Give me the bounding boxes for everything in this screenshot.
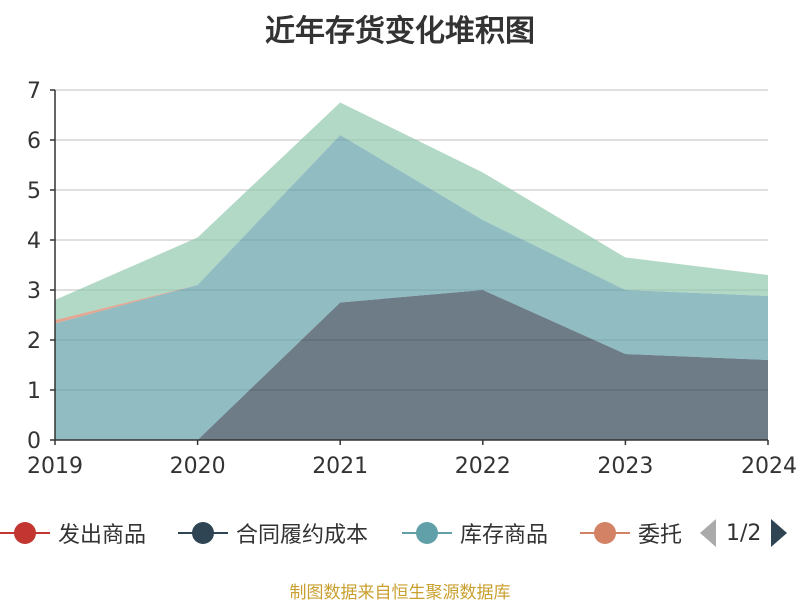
legend-item-hetong[interactable]: 合同履约成本	[178, 516, 368, 550]
y-tick-label: 4	[27, 229, 41, 254]
axes	[50, 89, 769, 445]
legend-prev-page-icon[interactable]	[700, 519, 716, 547]
area-series	[55, 102, 768, 440]
y-tick-label: 6	[27, 129, 41, 154]
data-source-note: 制图数据来自恒生聚源数据库	[289, 583, 511, 603]
area-series-2	[55, 135, 768, 440]
x-tick-label: 2024	[741, 454, 797, 479]
area-series-1	[55, 290, 768, 440]
chart-title: 近年存货变化堆积图	[265, 14, 535, 49]
y-tick-label: 1	[27, 379, 41, 404]
y-tick-label: 7	[27, 79, 41, 104]
area-series-4	[55, 102, 768, 320]
area-chart: 0 1 2 3 4 5 6 7 2019 2020 2021 2022 2023 2024	[27, 79, 797, 479]
legend-label: 库存商品	[460, 523, 549, 548]
legend-marker	[178, 516, 228, 550]
legend-label: 发出商品	[58, 523, 147, 548]
x-tick-label: 2023	[597, 454, 653, 479]
y-tick-labels: 0 1 2 3 4 5 6 7	[27, 79, 41, 454]
legend: 发出商品 合同履约成本 库存商品 委托	[0, 516, 800, 550]
legend-item-kucun[interactable]: 库存商品	[402, 516, 548, 550]
y-tick-label: 2	[27, 329, 41, 354]
x-tick-labels: 2019 2020 2021 2022 2023 2024	[27, 454, 797, 479]
legend-marker	[580, 516, 630, 550]
legend-pager: 1/2	[700, 516, 788, 550]
legend-item-weituo[interactable]: 委托	[580, 516, 682, 550]
x-tick-label: 2022	[455, 454, 511, 479]
legend-label: 合同履约成本	[236, 523, 369, 548]
x-tick-label: 2020	[170, 454, 226, 479]
y-tick-label: 5	[27, 179, 41, 204]
x-tick-label: 2019	[27, 454, 83, 479]
legend-item-fachu[interactable]: 发出商品	[0, 516, 146, 550]
y-tick-label: 0	[27, 429, 41, 454]
legend-label: 委托	[638, 523, 683, 548]
y-tick-label: 3	[27, 279, 41, 304]
legend-marker	[402, 516, 452, 550]
legend-page-indicator: 1/2	[726, 520, 762, 546]
legend-next-page-icon[interactable]	[771, 519, 788, 547]
x-tick-label: 2021	[312, 454, 368, 479]
legend-marker	[0, 516, 50, 550]
